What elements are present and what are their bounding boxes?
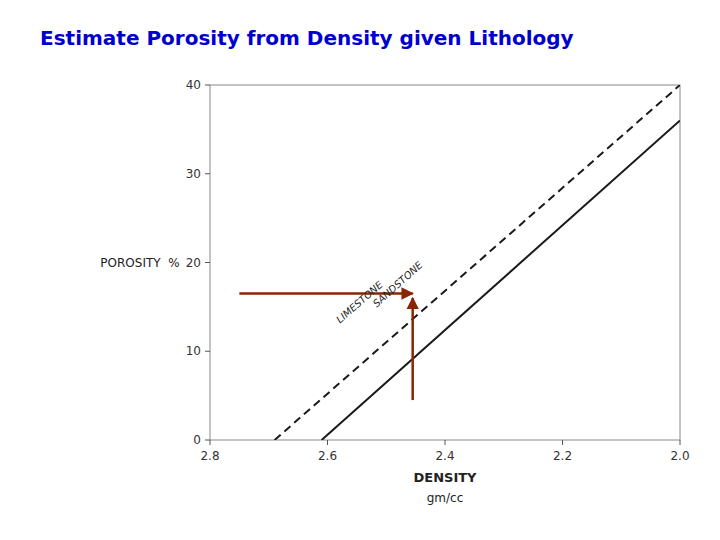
x-tick-label: 2.4 <box>435 449 454 463</box>
x-tick <box>562 440 563 445</box>
x-tick <box>680 440 681 445</box>
y-tick <box>205 173 210 174</box>
x-axis-label: DENSITY <box>413 470 477 485</box>
y-tick-label: 20 <box>186 256 201 270</box>
x-tick-label: 2.8 <box>200 449 219 463</box>
arrow <box>411 298 414 400</box>
plot-frame <box>210 85 680 440</box>
y-tick-label: 40 <box>186 78 201 92</box>
x-axis-unit: gm/cc <box>427 491 464 505</box>
y-tick <box>205 85 210 86</box>
chart: Estimate Porosity from Density given Lit… <box>0 0 720 540</box>
y-tick <box>205 351 210 352</box>
y-tick-label: 0 <box>193 433 201 447</box>
series-line <box>275 85 680 440</box>
x-tick-label: 2.6 <box>318 449 337 463</box>
x-tick <box>327 440 328 445</box>
x-tick-label: 2.0 <box>670 449 689 463</box>
x-tick <box>445 440 446 445</box>
series-line <box>322 121 680 441</box>
plot-area <box>275 85 680 440</box>
title: Estimate Porosity from Density given Lit… <box>40 26 574 50</box>
y-tick-label: 10 <box>186 344 201 358</box>
x-tick-label: 2.2 <box>553 449 572 463</box>
y-tick <box>205 262 210 263</box>
x-tick <box>210 440 211 445</box>
y-tick <box>205 440 210 441</box>
y-tick-label: 30 <box>186 167 201 181</box>
series-label: SANDSTONE <box>371 259 425 309</box>
y-axis-label: POROSITY % <box>100 256 179 270</box>
